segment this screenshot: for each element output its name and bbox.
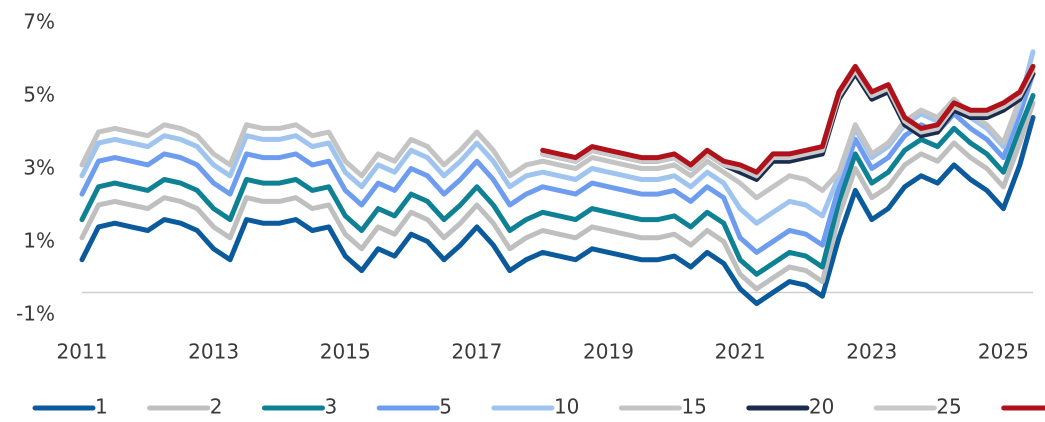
- legend-label: 20: [809, 395, 834, 419]
- series-line: [79, 115, 1036, 306]
- y-tick-label: 1%: [23, 229, 55, 253]
- x-tick-label: 2011: [57, 340, 108, 364]
- legend-label: 15: [681, 395, 706, 419]
- x-tick-label: 2019: [583, 340, 634, 364]
- series-line: [540, 63, 1036, 175]
- x-tick-label: 2021: [715, 340, 766, 364]
- y-tick-label: 5%: [23, 83, 55, 107]
- x-tick-label: 2023: [846, 340, 897, 364]
- series-line: [79, 71, 1036, 201]
- x-tick-label: 2017: [451, 340, 502, 364]
- series-line: [79, 93, 1036, 277]
- legend-label: 3: [324, 395, 337, 419]
- y-tick-label: -1%: [16, 302, 55, 326]
- x-tick-label: 2025: [978, 340, 1029, 364]
- series-line: [79, 49, 1036, 226]
- x-tick-label: 2015: [320, 340, 371, 364]
- y-tick-label: 7%: [23, 10, 55, 34]
- legend-label: 1: [95, 395, 108, 419]
- series-line: [79, 100, 1036, 292]
- series-line: [540, 67, 1036, 179]
- legend-label: 10: [554, 395, 579, 419]
- legend-label: 5: [439, 395, 452, 419]
- legend-label: 25: [936, 395, 961, 419]
- legend-label: 2: [210, 395, 223, 419]
- x-tick-label: 2013: [188, 340, 239, 364]
- y-tick-label: 3%: [23, 156, 55, 180]
- series-line: [79, 71, 1036, 255]
